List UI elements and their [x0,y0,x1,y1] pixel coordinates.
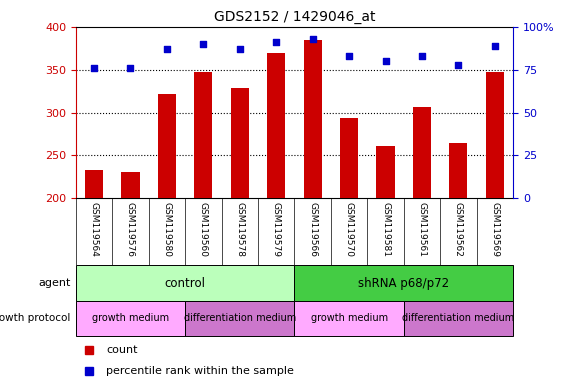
Point [272,39,281,45]
Point [308,36,317,42]
Text: growth medium: growth medium [311,313,388,323]
Text: GSM119579: GSM119579 [272,202,280,257]
Bar [377,146,395,198]
Text: GSM119560: GSM119560 [199,202,208,257]
Text: GSM119566: GSM119566 [308,202,317,257]
Bar [76,265,294,301]
Text: GSM119580: GSM119580 [163,202,171,257]
Title: GDS2152 / 1429046_at: GDS2152 / 1429046_at [213,10,375,25]
Text: GSM119570: GSM119570 [345,202,353,257]
Bar [403,301,513,336]
Bar [294,301,403,336]
Text: GSM119581: GSM119581 [381,202,390,257]
Bar [294,265,513,301]
Bar [304,40,322,198]
Bar [121,172,139,198]
Text: percentile rank within the sample: percentile rank within the sample [107,366,294,376]
Bar [158,94,176,198]
Text: GSM119569: GSM119569 [490,202,499,257]
Bar [340,118,358,198]
Point [381,58,390,64]
Text: GSM119576: GSM119576 [126,202,135,257]
Bar [194,72,212,198]
Text: GSM119578: GSM119578 [236,202,244,257]
Bar [486,72,504,198]
Point [235,46,244,52]
Point [454,61,463,68]
Point [490,43,500,49]
Point [126,65,135,71]
Bar [76,301,185,336]
Text: differentiation medium: differentiation medium [184,313,296,323]
Text: growth protocol: growth protocol [0,313,71,323]
Text: agent: agent [38,278,71,288]
Bar [267,53,285,198]
Text: differentiation medium: differentiation medium [402,313,515,323]
Bar [185,301,294,336]
Bar [449,143,468,198]
Text: GSM119562: GSM119562 [454,202,463,257]
Text: GSM119564: GSM119564 [90,202,99,257]
Bar [413,106,431,198]
Point [417,53,427,59]
Point [199,41,208,47]
Point [162,46,171,52]
Text: shRNA p68/p72: shRNA p68/p72 [358,276,449,290]
Text: GSM119561: GSM119561 [417,202,426,257]
Bar [85,170,103,198]
Point [89,65,99,71]
Bar [231,88,249,198]
Text: growth medium: growth medium [92,313,169,323]
Text: control: control [164,276,206,290]
Text: count: count [107,345,138,355]
Point [345,53,354,59]
